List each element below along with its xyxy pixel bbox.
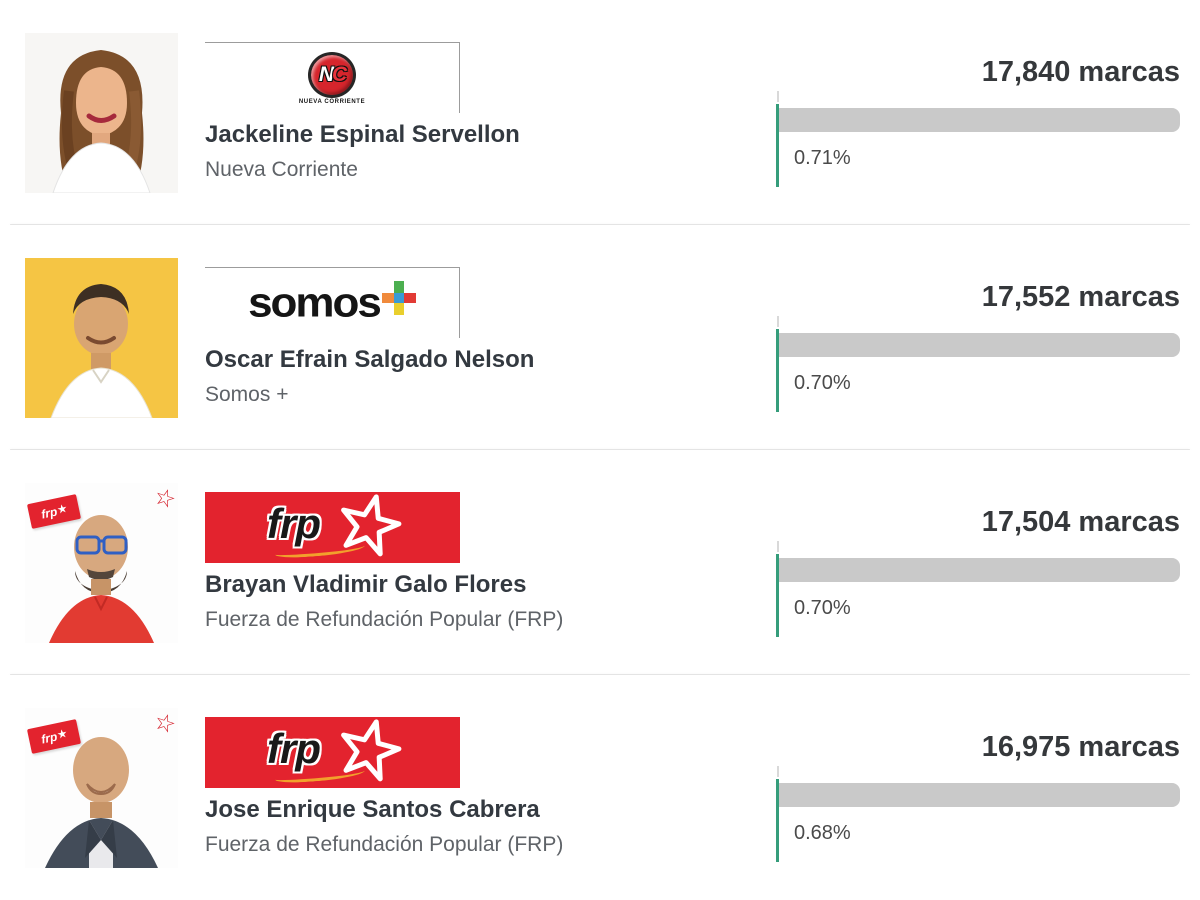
- party-logo-somos-mas: somos: [205, 267, 460, 338]
- votes-count: 17,552 marcas: [981, 281, 1180, 313]
- somos-wordmark: somos: [248, 279, 382, 326]
- candidate-portrait-image: [25, 33, 178, 193]
- party-logo-nueva-corriente: NC NUEVA CORRIENTE: [205, 42, 460, 113]
- frp-star-icon: [341, 719, 402, 782]
- party-logo-frp: frp: [205, 717, 460, 788]
- somos-plus-icon: [381, 281, 416, 316]
- candidate-name: Jackeline Espinal Servellon: [205, 121, 520, 148]
- party-logo-frp: frp: [205, 492, 460, 563]
- candidate-photo: frp ★ ☆: [25, 482, 180, 643]
- nc-logo-icon: NC: [308, 51, 356, 98]
- axis-tick: [777, 766, 779, 777]
- vote-bar-track: [779, 333, 1180, 357]
- party-name: Somos +: [205, 383, 289, 406]
- candidate-row: frp ★ ☆ frp Brayan Vladimir Galo Flores F…: [0, 450, 1200, 675]
- vote-bar-track: [779, 558, 1180, 582]
- candidate-row: frp ★ ☆ frp Jose Enrique Santos Cabrera F…: [0, 675, 1200, 900]
- axis-tick: [777, 541, 779, 552]
- candidate-photo: frp ★ ☆: [25, 707, 180, 868]
- frp-flag-star-icon: ★: [56, 728, 68, 742]
- candidate-name: Oscar Efrain Salgado Nelson: [205, 346, 535, 373]
- vote-percentage: 0.70%: [794, 372, 851, 394]
- bar-fill-baseline: [776, 329, 779, 412]
- vote-percentage: 0.68%: [794, 822, 851, 844]
- nc-logo-caption: NUEVA CORRIENTE: [298, 98, 366, 105]
- candidate-name: Jose Enrique Santos Cabrera: [205, 796, 540, 823]
- candidate-name: Brayan Vladimir Galo Flores: [205, 571, 527, 598]
- frp-flag-star-icon: ★: [56, 503, 68, 517]
- vote-bar-track: [779, 783, 1180, 807]
- frp-wordmark: frp: [267, 725, 321, 772]
- bar-fill-baseline: [776, 104, 779, 187]
- party-name: Nueva Corriente: [205, 158, 358, 181]
- vote-percentage: 0.70%: [794, 597, 851, 619]
- votes-count: 17,504 marcas: [981, 506, 1180, 538]
- bar-fill-baseline: [776, 554, 779, 637]
- candidate-portrait-image: [25, 258, 178, 418]
- frp-wordmark: frp: [267, 500, 321, 547]
- votes-count: 17,840 marcas: [981, 56, 1180, 88]
- vote-bar-track: [779, 108, 1180, 132]
- party-name: Fuerza de Refundación Popular (FRP): [205, 833, 564, 856]
- candidate-row: NC NUEVA CORRIENTE Jackeline Espinal Ser…: [0, 0, 1200, 225]
- frp-star-icon: [341, 494, 402, 557]
- axis-tick: [777, 91, 779, 102]
- party-name: Fuerza de Refundación Popular (FRP): [205, 608, 564, 631]
- candidate-row: somos Oscar Efrain Salgado Nelson Somos …: [0, 225, 1200, 450]
- candidate-portrait-image: [25, 708, 178, 868]
- bar-fill-baseline: [776, 779, 779, 862]
- candidate-photo: [25, 33, 178, 193]
- vote-percentage: 0.71%: [794, 147, 851, 169]
- axis-tick: [777, 316, 779, 327]
- votes-count: 16,975 marcas: [981, 731, 1180, 763]
- candidate-photo: [25, 258, 178, 418]
